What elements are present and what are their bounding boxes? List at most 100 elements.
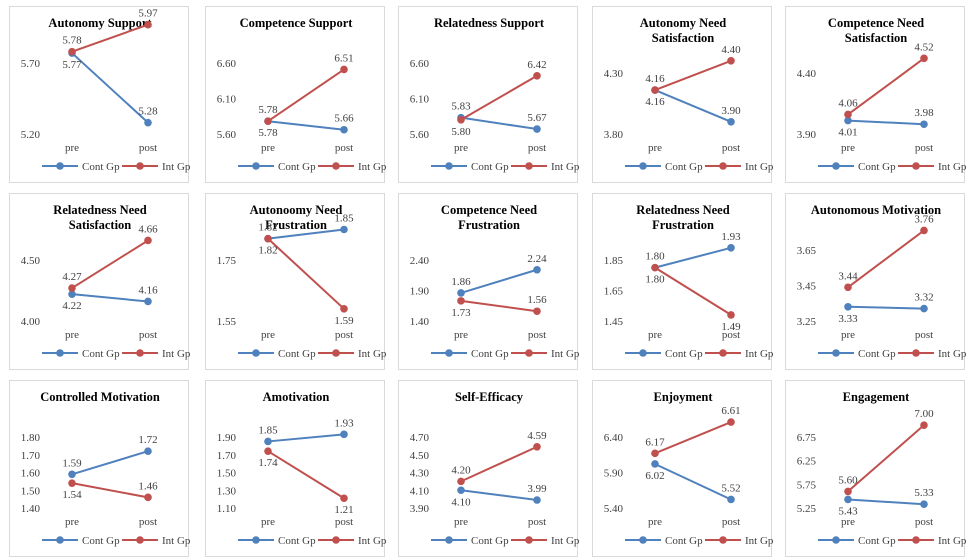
- series-line: [71, 293, 149, 303]
- data-point: [340, 225, 348, 234]
- legend-label: Int Gp: [162, 535, 191, 547]
- legend-label: Cont Gp: [665, 535, 703, 547]
- data-point: [844, 110, 852, 119]
- data-label: 6.17: [645, 436, 665, 448]
- x-tick-label: post: [139, 516, 157, 528]
- chart-panel: Autonomy Need Satisfaction 4.30 3.80 pre post…: [592, 6, 774, 183]
- chart-panel: Autonomy Support 5.70 5.20 pre post 5.77 5.28 5…: [9, 6, 191, 183]
- data-label: 5.80: [451, 126, 471, 138]
- chart-title: Relatedness Need: [53, 203, 146, 217]
- data-label: 1.56: [527, 294, 547, 306]
- data-label: 1.85: [334, 213, 354, 225]
- data-point: [457, 116, 465, 124]
- y-tick-label: 1.70: [217, 450, 237, 462]
- data-label: 5.78: [62, 35, 82, 47]
- data-label: 5.97: [138, 8, 158, 20]
- data-point: [457, 486, 465, 495]
- series-line: [267, 450, 345, 500]
- data-point: [920, 226, 928, 235]
- legend-marker: [252, 162, 260, 170]
- y-tick-label: 3.80: [604, 129, 624, 141]
- chart-title: Frustration: [265, 218, 327, 232]
- data-point: [68, 47, 76, 56]
- data-point: [533, 307, 541, 316]
- line-chart: Competence Support 6.60 6.10 5.60 pre post 5.7…: [217, 16, 387, 173]
- y-tick-label: 1.85: [604, 255, 624, 267]
- data-point: [727, 495, 735, 504]
- data-point: [920, 120, 928, 129]
- data-label: 1.72: [138, 434, 157, 446]
- chart-panel: Competence Need Satisfaction 4.40 3.90 pre po…: [785, 6, 967, 183]
- data-label: 6.51: [334, 52, 353, 64]
- data-point: [144, 118, 152, 127]
- series-line: [847, 498, 925, 506]
- legend-label: Int Gp: [551, 535, 580, 547]
- data-point: [68, 470, 76, 479]
- data-label: 4.27: [62, 271, 82, 283]
- x-tick-label: post: [722, 142, 740, 154]
- data-label: 3.99: [527, 483, 547, 495]
- data-point: [68, 284, 76, 292]
- x-tick-label: pre: [454, 142, 468, 154]
- legend-label: Cont Gp: [278, 535, 316, 547]
- x-tick-label: pre: [65, 516, 79, 528]
- legend-marker: [639, 162, 647, 170]
- x-tick-label: pre: [454, 516, 468, 528]
- data-point: [144, 297, 152, 306]
- y-tick-label: 4.00: [21, 316, 41, 328]
- series-line: [267, 120, 345, 131]
- y-tick-label: 1.45: [604, 316, 624, 328]
- legend-label: Int Gp: [162, 161, 191, 173]
- x-tick-label: pre: [261, 329, 275, 341]
- chart-panel: Autonomous Motivation 3.65 3.45 3.25 pre post…: [785, 193, 967, 370]
- legend-label: Cont Gp: [665, 161, 703, 173]
- y-tick-label: 1.40: [21, 503, 41, 515]
- chart-panel: Autonoomy Need Frustration 1.75 1.55 pre post…: [205, 193, 387, 370]
- legend-marker: [332, 536, 340, 544]
- data-label: 4.06: [838, 97, 858, 109]
- series-line: [460, 116, 538, 131]
- data-label: 1.46: [138, 480, 158, 492]
- data-point: [144, 447, 152, 455]
- data-point: [68, 290, 76, 298]
- y-tick-label: 5.60: [410, 129, 430, 141]
- data-label: 1.80: [645, 251, 665, 263]
- series-line: [71, 450, 149, 476]
- data-point: [340, 65, 348, 74]
- data-point: [264, 234, 272, 243]
- legend-marker: [639, 349, 647, 357]
- legend-marker: [332, 162, 340, 170]
- line-chart: Relatedness Support 6.60 6.10 5.60 pre post 5.…: [410, 16, 580, 173]
- data-label: 1.21: [334, 504, 353, 516]
- chart-title: Amotivation: [263, 390, 330, 404]
- data-point: [727, 118, 735, 126]
- data-point: [920, 54, 928, 63]
- legend-label: Cont Gp: [858, 535, 896, 547]
- legend-marker: [832, 536, 840, 544]
- y-tick-label: 1.60: [21, 468, 41, 480]
- y-tick-label: 4.40: [797, 68, 817, 80]
- data-label: 3.44: [838, 270, 858, 282]
- chart-title: Engagement: [843, 390, 911, 404]
- series-line: [267, 68, 345, 123]
- legend-label: Cont Gp: [858, 348, 896, 360]
- series-line: [267, 237, 345, 310]
- chart-title: Competence Need: [441, 203, 537, 217]
- series-line: [460, 489, 538, 502]
- y-tick-label: 1.50: [21, 485, 41, 497]
- y-tick-label: 6.40: [604, 432, 624, 444]
- y-tick-label: 6.60: [410, 58, 430, 70]
- x-tick-label: post: [139, 142, 157, 154]
- legend-marker: [912, 349, 920, 357]
- y-tick-label: 5.90: [604, 468, 624, 480]
- data-point: [533, 71, 541, 80]
- data-label: 4.01: [838, 127, 857, 139]
- series-line: [267, 433, 345, 443]
- legend-marker: [252, 536, 260, 544]
- x-tick-label: pre: [841, 516, 855, 528]
- data-label: 2.24: [527, 253, 547, 265]
- data-point: [727, 418, 735, 426]
